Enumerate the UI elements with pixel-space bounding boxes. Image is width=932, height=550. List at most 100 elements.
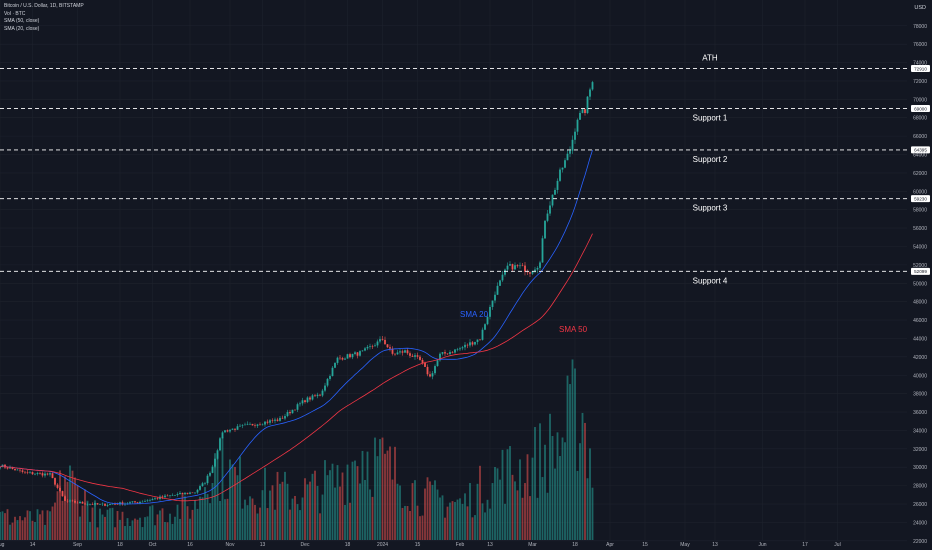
sma20-legend[interactable]: SMA (20, close) bbox=[4, 25, 40, 32]
volume-bar bbox=[276, 471, 279, 540]
support-4-label: Support 4 bbox=[693, 276, 728, 285]
candle-body bbox=[434, 366, 436, 374]
time-tick-label: Feb bbox=[456, 542, 465, 548]
time-tick-label: 15 bbox=[642, 542, 648, 548]
candle-body bbox=[251, 423, 254, 426]
volume-bar bbox=[171, 523, 174, 540]
volume-bar bbox=[434, 480, 436, 540]
annotations: SMA 20 SMA 50 bbox=[460, 310, 588, 334]
sma-50-line bbox=[0, 233, 593, 502]
volume-bar bbox=[281, 481, 284, 540]
volume-bar bbox=[216, 452, 219, 540]
candle-body bbox=[81, 501, 84, 504]
volume-bar bbox=[381, 437, 384, 540]
volume-bar bbox=[504, 503, 506, 540]
candle-body bbox=[401, 351, 404, 353]
volume-bar bbox=[71, 470, 74, 540]
candle-body bbox=[329, 376, 331, 379]
candle-body bbox=[476, 339, 479, 342]
time-tick-label: 15 bbox=[415, 542, 421, 548]
candle-body bbox=[139, 501, 141, 504]
candle-body bbox=[404, 350, 406, 353]
support-3-price-tag bbox=[911, 195, 930, 203]
candle-body bbox=[371, 346, 374, 347]
candle-body bbox=[351, 353, 354, 358]
candle-body bbox=[334, 362, 336, 368]
candle-body bbox=[516, 265, 519, 267]
volume-bar bbox=[209, 503, 211, 540]
price-tick-label: 30000 bbox=[913, 465, 927, 471]
candle-body bbox=[281, 417, 284, 419]
sma50-legend[interactable]: SMA (50, close) bbox=[4, 18, 40, 24]
volume-bar bbox=[59, 470, 61, 540]
volume-bar bbox=[479, 465, 481, 540]
candle-body bbox=[441, 352, 444, 354]
volume-bar bbox=[81, 505, 84, 540]
candle-body bbox=[576, 119, 579, 132]
volume-bar bbox=[396, 483, 399, 540]
price-tick-label: 70000 bbox=[913, 97, 927, 103]
candle-body bbox=[136, 502, 139, 504]
candle-body bbox=[421, 359, 424, 363]
candle-body bbox=[224, 430, 226, 433]
candle-body bbox=[524, 265, 526, 272]
candle-body bbox=[74, 500, 76, 503]
volume-bar bbox=[486, 499, 489, 540]
candle-body bbox=[454, 349, 456, 353]
candle-body bbox=[221, 432, 224, 439]
volume-bar bbox=[559, 456, 561, 540]
volume-bar bbox=[54, 502, 56, 540]
volume-bar bbox=[374, 437, 376, 540]
volume-legend[interactable]: Vol · BTC bbox=[4, 10, 26, 17]
price-tick-label: 32000 bbox=[913, 447, 927, 453]
volume-bar bbox=[196, 508, 199, 540]
volume-bar bbox=[451, 501, 454, 540]
volume-bar bbox=[164, 522, 166, 540]
price-axis[interactable]: 22000 24000 26000 28000 30000 32000 34000 36000… bbox=[913, 24, 927, 545]
volume-bar bbox=[0, 511, 1, 540]
candle-body bbox=[299, 403, 301, 405]
volume-bar bbox=[541, 477, 544, 540]
candle-body bbox=[426, 366, 429, 375]
candle-body bbox=[44, 473, 46, 476]
time-tick-label: May bbox=[680, 542, 690, 548]
volume-bar bbox=[129, 525, 131, 540]
volume-bar bbox=[484, 512, 486, 540]
candle-body bbox=[276, 419, 279, 421]
symbol-title[interactable]: Bitcoin / U.S. Dollar, 1D, BITSTAMP bbox=[4, 3, 84, 9]
volume-bar bbox=[449, 502, 451, 540]
volume-bar bbox=[4, 513, 6, 540]
volume-bar bbox=[51, 506, 54, 540]
volume-bar bbox=[146, 516, 149, 540]
time-axis[interactable]: Aug 14 Sep 18 Oct 16 Nov 13 Dec 18 2024 15 Feb 13 Mar 1… bbox=[0, 542, 841, 548]
candle-body bbox=[264, 421, 266, 425]
volume-bar bbox=[311, 473, 314, 540]
support-1-price-tag-text: 69000 bbox=[914, 106, 927, 111]
volume-bar bbox=[389, 446, 391, 540]
candle-body bbox=[566, 153, 569, 161]
candle-body bbox=[39, 472, 41, 474]
ATH-price-tag-text: 72910 bbox=[914, 66, 927, 71]
volume-bar bbox=[456, 499, 459, 540]
candle-body bbox=[571, 139, 574, 151]
volume-bar bbox=[36, 509, 39, 540]
candlestick-series bbox=[0, 80, 594, 508]
candle-body bbox=[451, 352, 454, 353]
candle-body bbox=[219, 438, 221, 451]
volume-bar bbox=[354, 460, 356, 540]
chart-grid bbox=[0, 0, 907, 542]
candle-body bbox=[231, 428, 234, 430]
volume-bar bbox=[181, 494, 184, 540]
candle-body bbox=[561, 167, 564, 170]
candle-body bbox=[196, 489, 199, 493]
volume-bar bbox=[464, 493, 466, 540]
volume-bar bbox=[114, 527, 116, 540]
candle-body bbox=[471, 342, 474, 345]
volume-bar bbox=[506, 449, 509, 540]
volume-bar bbox=[299, 510, 301, 540]
volume-bar bbox=[304, 478, 306, 540]
volume-bar bbox=[21, 520, 24, 540]
candle-body bbox=[391, 348, 394, 354]
volume-bar bbox=[159, 510, 161, 540]
